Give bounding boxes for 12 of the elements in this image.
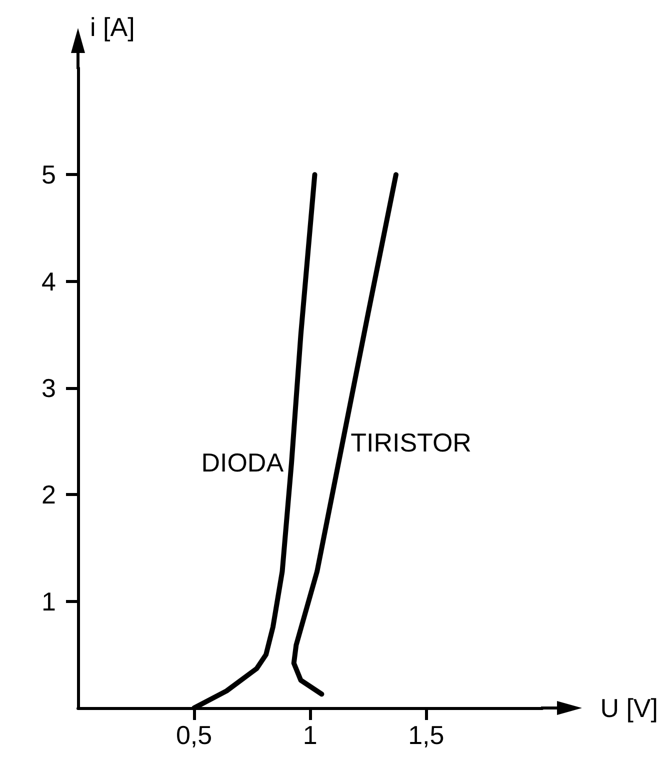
y-axis-title: i [A] <box>90 12 135 42</box>
series-label: DIODA <box>201 448 284 478</box>
series-label: TIRISTOR <box>350 427 472 458</box>
y-tick-label: 3 <box>42 373 56 403</box>
y-tick-label: 5 <box>42 160 56 190</box>
x-tick-label: 0,5 <box>176 720 212 750</box>
x-tick-label: 1,5 <box>408 720 444 750</box>
x-axis-title: U [V] <box>600 693 658 723</box>
y-tick-label: 2 <box>42 480 56 510</box>
x-tick-label: 1 <box>302 720 318 750</box>
y-tick-label: 1 <box>42 586 56 616</box>
y-tick-label: 4 <box>42 266 56 296</box>
